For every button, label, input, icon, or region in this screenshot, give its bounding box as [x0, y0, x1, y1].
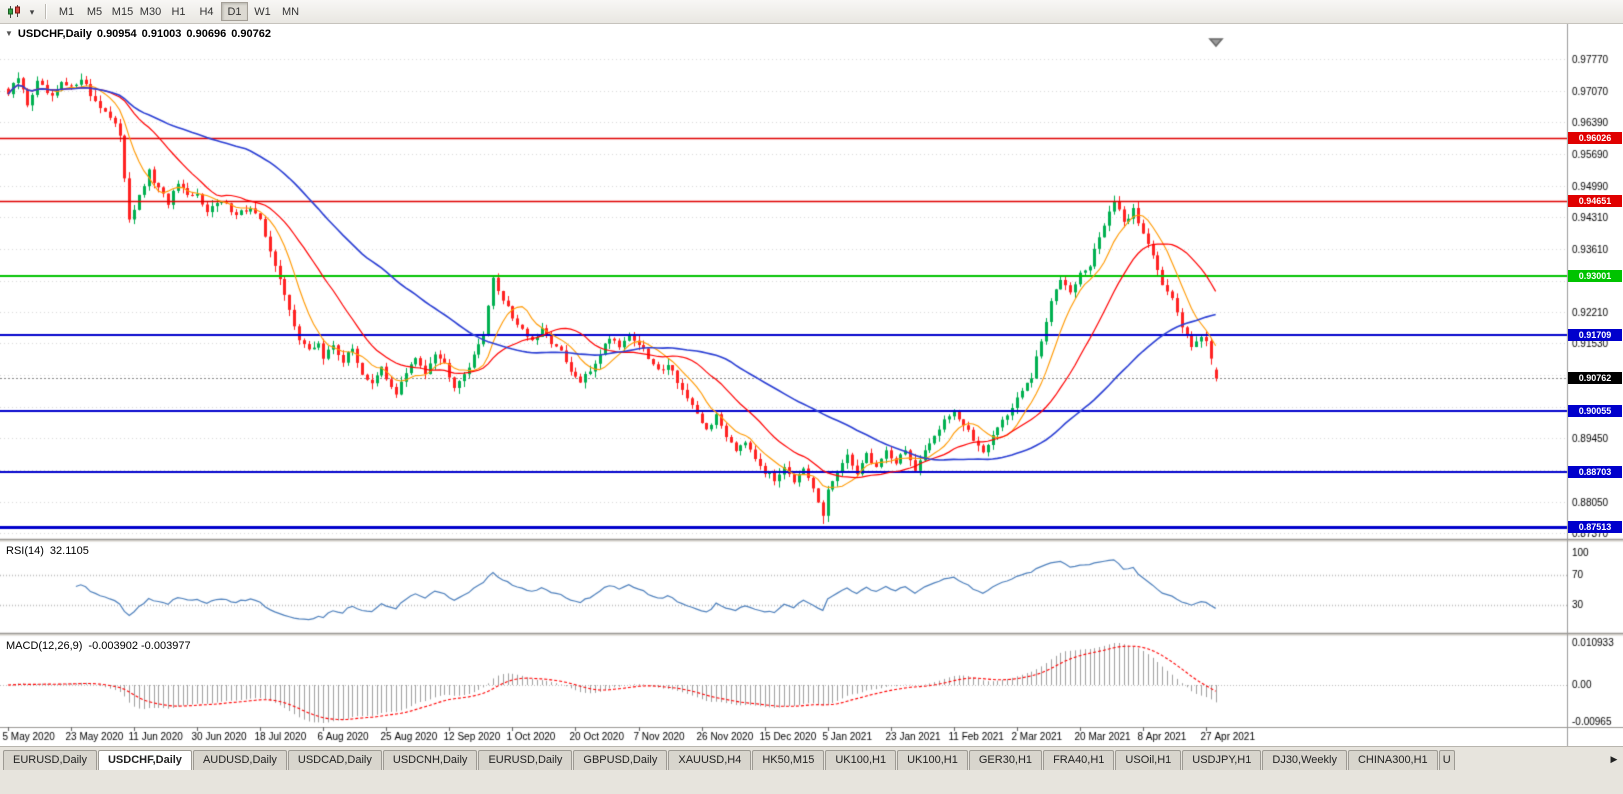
- tab-xauusd-h4-7[interactable]: XAUUSD,H4: [668, 750, 752, 770]
- rsi-label: RSI(14) 32.1105: [6, 545, 89, 557]
- price-level-tag-0.88703: 0.88703: [1568, 466, 1622, 478]
- price-level-tag-0.90055: 0.90055: [1568, 405, 1622, 417]
- timeframe-button-m5[interactable]: M5: [81, 2, 108, 21]
- toolbar-separator: [45, 4, 46, 19]
- tab-ger30-h1-11[interactable]: GER30,H1: [968, 750, 1043, 770]
- tab-usoil-h1-13[interactable]: USOil,H1: [1115, 750, 1182, 770]
- price-level-tag-0.96026: 0.96026: [1568, 132, 1622, 144]
- chart-tabs-bar: EURUSD,Daily USDCHF,Daily AUDUSD,Daily USDC…: [0, 746, 1623, 770]
- price-level-tag-0.87513: 0.87513: [1568, 521, 1622, 533]
- tab-usdcnh-daily-4[interactable]: USDCNH,Daily: [382, 750, 478, 770]
- price-level-tag-0.91709: 0.91709: [1568, 329, 1622, 341]
- tab-eurusd-daily-0[interactable]: EURUSD,Daily: [3, 750, 97, 770]
- tab-eurusd-daily-5[interactable]: EURUSD,Daily: [478, 750, 573, 770]
- tab-gbpusd-daily-6[interactable]: GBPUSD,Daily: [573, 750, 668, 770]
- tab-china300-h1-16[interactable]: CHINA300,H1: [1347, 750, 1438, 770]
- ohlc-close: 0.90762: [231, 28, 271, 40]
- tab-scroll-right-icon[interactable]: ▶: [1610, 754, 1618, 764]
- chart-tabs: EURUSD,Daily USDCHF,Daily AUDUSD,Daily USDC…: [3, 750, 1439, 770]
- chart-region: ▼ USDCHF,Daily 0.90954 0.91003 0.90696 0…: [0, 24, 1623, 746]
- price-chart-canvas[interactable]: [0, 24, 1623, 746]
- ohlc-open: 0.90954: [96, 28, 137, 40]
- timeframe-button-w1[interactable]: W1: [249, 2, 276, 21]
- timeframe-button-h4[interactable]: H4: [193, 2, 220, 21]
- tab-usdchf-daily-1[interactable]: USDCHF,Daily: [97, 750, 192, 770]
- tab-usdcad-daily-3[interactable]: USDCAD,Daily: [287, 750, 382, 770]
- tab-audusd-daily-2[interactable]: AUDUSD,Daily: [192, 750, 287, 770]
- one-click-trading-toggle-icon[interactable]: ▼: [5, 29, 13, 38]
- tab-uk100-h1-10[interactable]: UK100,H1: [897, 750, 968, 770]
- timeframe-button-d1[interactable]: D1: [221, 2, 248, 21]
- toolbar: ▾ M1 M5 M15 M30 H1 H4 D1 W1 MN: [0, 0, 1623, 24]
- timeframe-buttons: M1 M5 M15 M30 H1 H4 D1 W1 MN: [53, 2, 304, 21]
- timeframe-button-m30[interactable]: M30: [137, 2, 164, 21]
- chart-title: ▼ USDCHF,Daily 0.90954 0.91003 0.90696 0…: [5, 28, 271, 40]
- macd-name: MACD(12,26,9): [6, 640, 83, 652]
- timeframe-button-mn[interactable]: MN: [277, 2, 304, 21]
- macd-label: MACD(12,26,9) -0.003902 -0.003977: [6, 640, 191, 652]
- chart-symbol-label: USDCHF,Daily: [17, 28, 92, 40]
- rsi-value: 32.1105: [49, 545, 89, 557]
- tab-uk100-h1-9[interactable]: UK100,H1: [825, 750, 897, 770]
- rsi-name: RSI(14): [6, 545, 44, 557]
- tab-dj30-weekly-15[interactable]: DJ30,Weekly: [1262, 750, 1347, 770]
- timeframe-button-m15[interactable]: M15: [109, 2, 136, 21]
- ohlc-high: 0.91003: [141, 28, 182, 40]
- tab-partial[interactable]: U: [1438, 750, 1455, 770]
- ohlc-low: 0.90696: [186, 28, 227, 40]
- window-bottom-edge: [0, 770, 1623, 794]
- price-level-tag-0.94651: 0.94651: [1568, 195, 1622, 207]
- tab-hk50-m15-8[interactable]: HK50,M15: [752, 750, 825, 770]
- price-level-tag-0.93001: 0.93001: [1568, 270, 1622, 282]
- timeframe-button-m1[interactable]: M1: [53, 2, 80, 21]
- candlestick-chart-icon[interactable]: [4, 3, 24, 21]
- current-price-tag: 0.90762: [1568, 372, 1622, 384]
- timeframe-button-h1[interactable]: H1: [165, 2, 192, 21]
- macd-values: -0.003902 -0.003977: [88, 640, 191, 652]
- tab-usdjpy-h1-14[interactable]: USDJPY,H1: [1182, 750, 1262, 770]
- chart-type-dropdown-icon[interactable]: ▾: [29, 6, 35, 17]
- tab-fra40-h1-12[interactable]: FRA40,H1: [1043, 750, 1115, 770]
